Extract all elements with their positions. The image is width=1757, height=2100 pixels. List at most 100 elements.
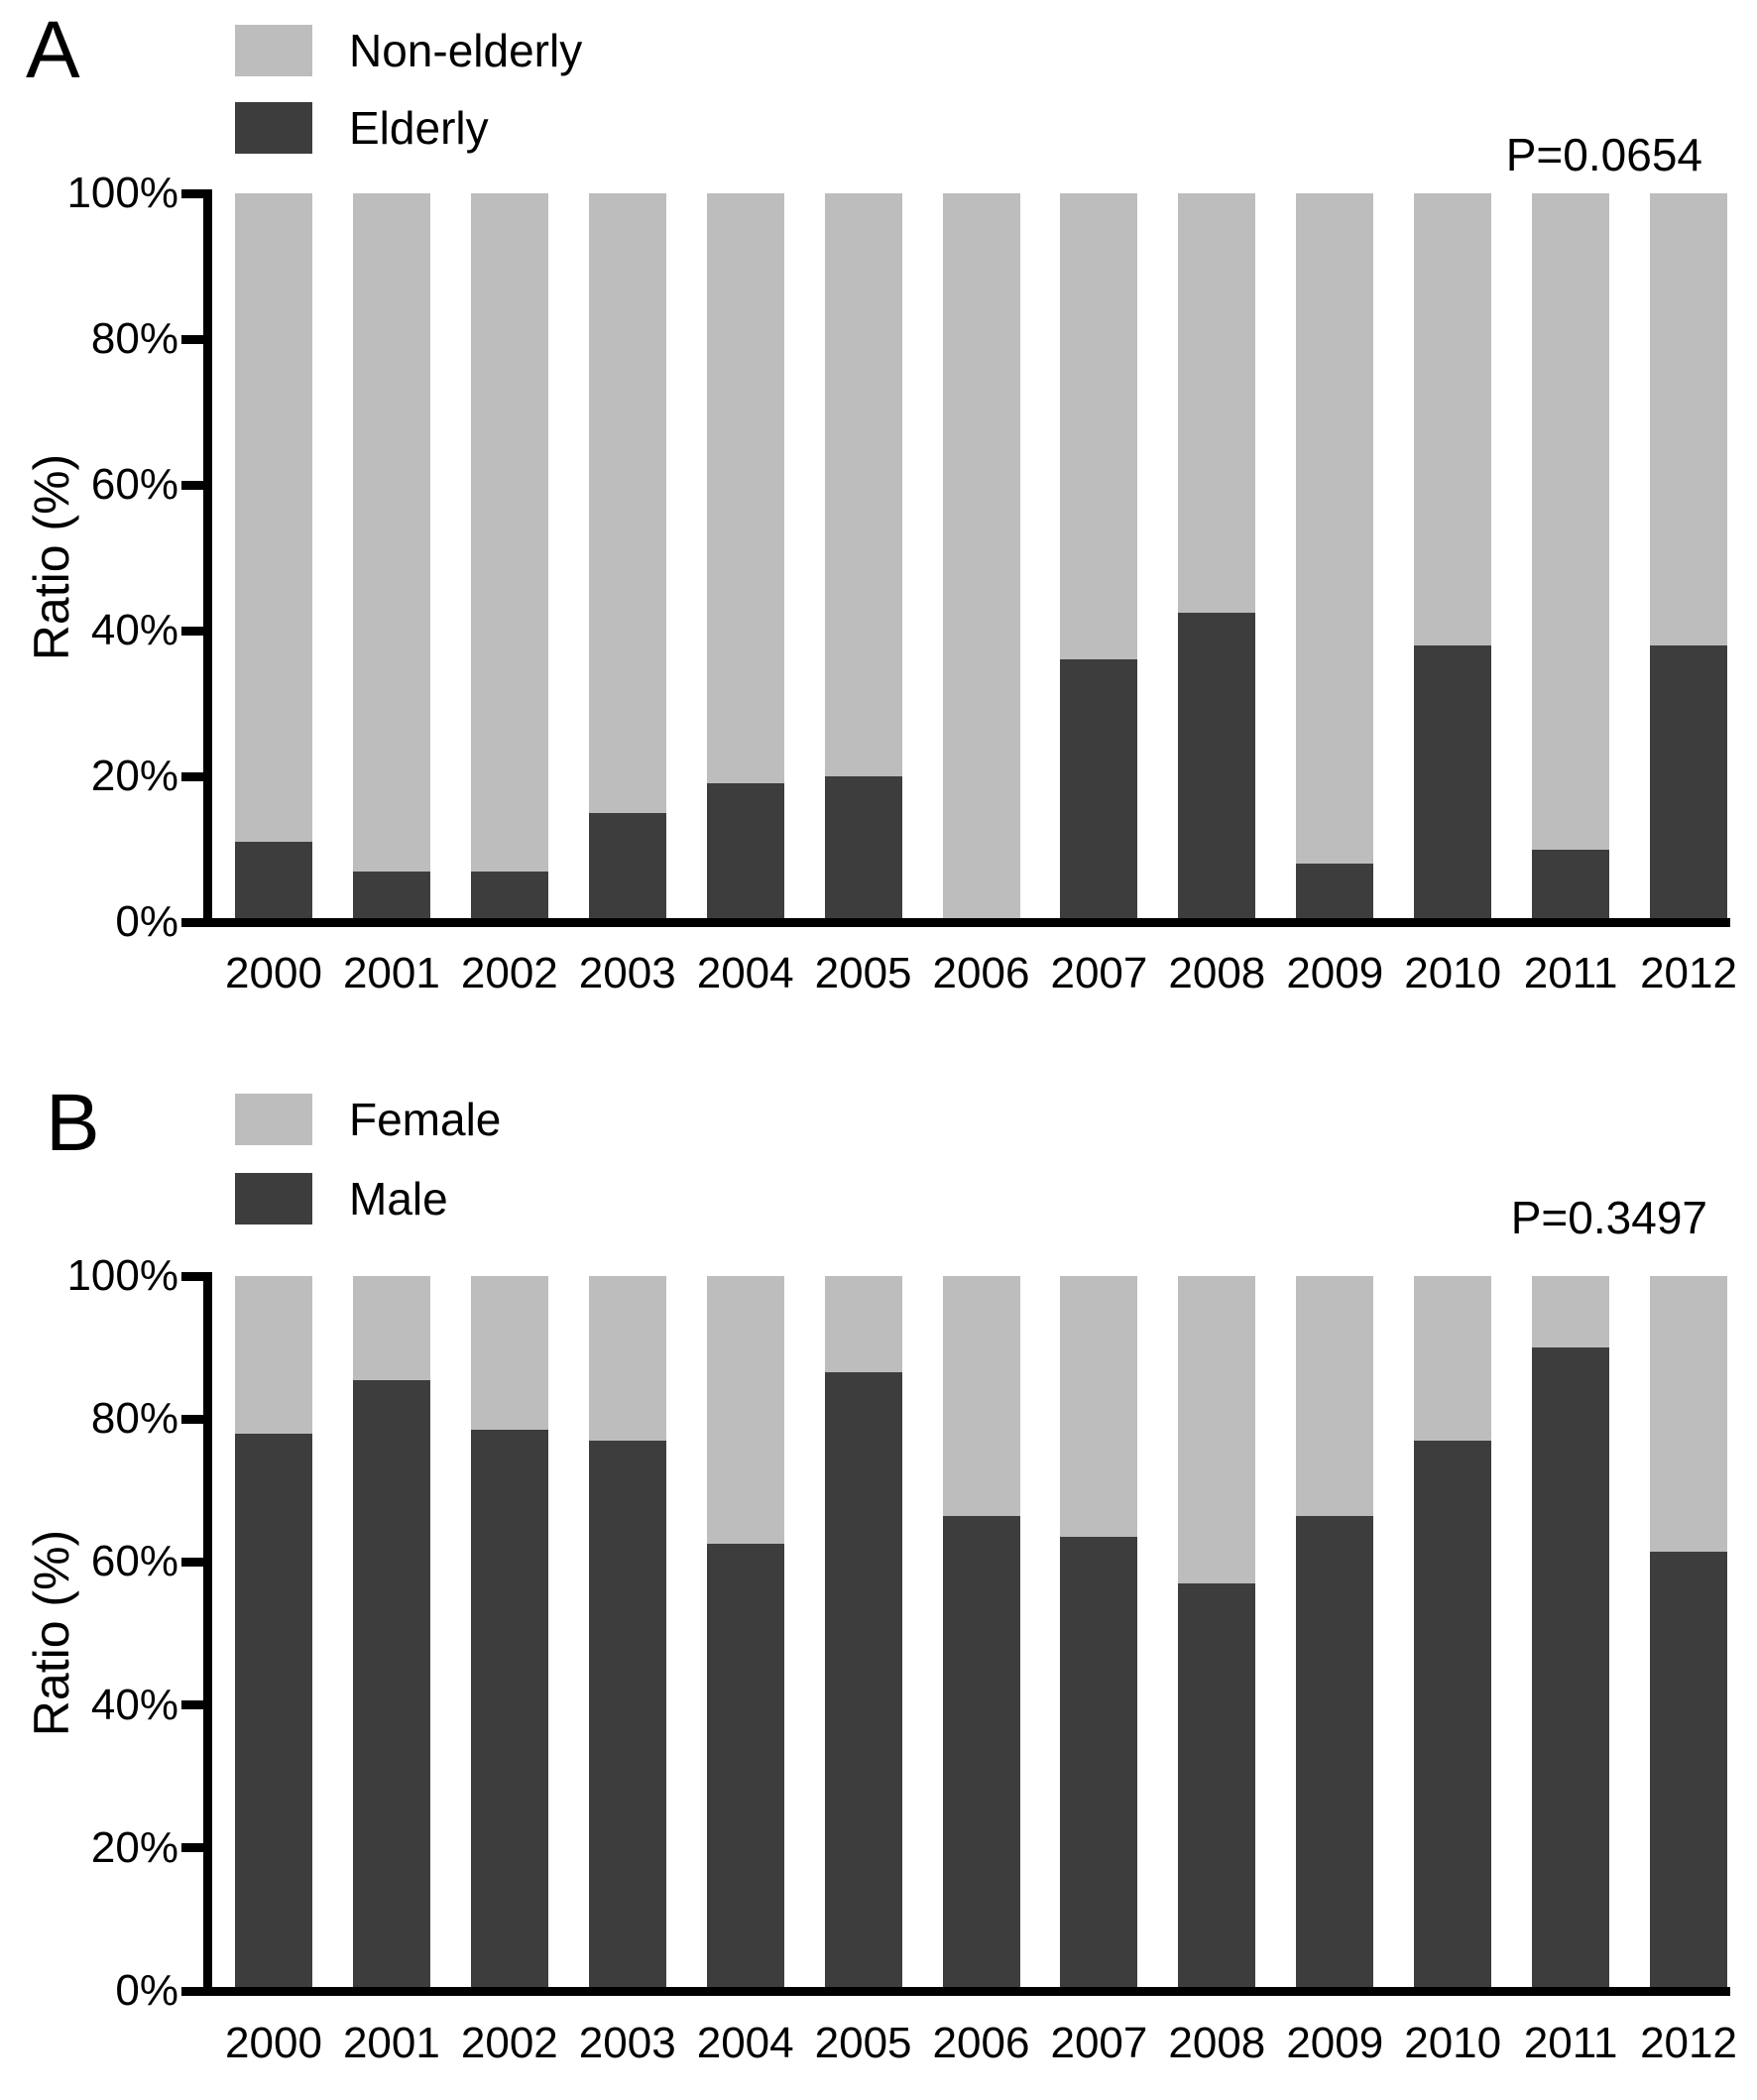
y-tick-label-0: 0% bbox=[115, 1966, 178, 2015]
panel-a-letter: A bbox=[26, 5, 80, 95]
panel-b-pvalue: P=0.3497 bbox=[1510, 1192, 1707, 1243]
panel-a-legend-item-nonelderly: Non-elderly bbox=[235, 25, 582, 76]
x-tick-label-2004: 2004 bbox=[696, 2019, 794, 2067]
y-tick-label-20: 20% bbox=[90, 1822, 178, 1872]
bar-2006 bbox=[942, 1276, 1020, 1991]
nonelderly-legend-label: Non-elderly bbox=[349, 25, 583, 76]
y-tick-mark-80 bbox=[181, 334, 203, 344]
x-tick-label-2005: 2005 bbox=[814, 949, 912, 997]
x-tick-label-2007: 2007 bbox=[1050, 949, 1148, 997]
bar-2002-elderly-segment bbox=[470, 871, 548, 922]
bar-2005-elderly-segment bbox=[824, 776, 902, 922]
y-tick-mark-100 bbox=[181, 1271, 203, 1281]
x-tick-label-2011: 2011 bbox=[1523, 949, 1618, 997]
bar-2006-male-segment bbox=[942, 1515, 1020, 1991]
y-tick-mark-60 bbox=[181, 1557, 203, 1567]
bar-2003-male-segment bbox=[588, 1440, 666, 1991]
female-legend-label: Female bbox=[349, 1094, 502, 1145]
bar-2009-elderly-segment bbox=[1296, 864, 1374, 922]
panel-b-legend-item-male: Male bbox=[235, 1173, 448, 1225]
x-tick-label-2008: 2008 bbox=[1168, 949, 1266, 997]
bar-2012-elderly-segment bbox=[1650, 644, 1728, 922]
male-legend-swatch bbox=[235, 1173, 312, 1225]
bar-2004-elderly-segment bbox=[706, 783, 784, 922]
x-tick-label-2010: 2010 bbox=[1404, 949, 1502, 997]
y-tick-label-0: 0% bbox=[115, 897, 178, 946]
x-tick-label-2000: 2000 bbox=[225, 949, 322, 997]
bar-2004 bbox=[706, 1276, 784, 1991]
bar-2001-male-segment bbox=[352, 1379, 430, 1991]
x-axis-line bbox=[203, 1987, 1730, 1996]
x-tick-label-2012: 2012 bbox=[1640, 2019, 1737, 2067]
y-axis-line bbox=[203, 189, 212, 926]
bar-2003 bbox=[588, 1276, 666, 1991]
bar-2002 bbox=[470, 1276, 548, 1991]
bar-2007 bbox=[1060, 193, 1138, 922]
y-tick-mark-60 bbox=[181, 480, 203, 490]
x-tick-label-2008: 2008 bbox=[1168, 2019, 1266, 2067]
panel-a-legend-item-elderly: Elderly bbox=[235, 102, 489, 154]
bar-2001 bbox=[352, 193, 430, 922]
y-tick-label-80: 80% bbox=[90, 1394, 178, 1444]
y-tick-label-60: 60% bbox=[90, 460, 178, 509]
y-tick-label-40: 40% bbox=[90, 606, 178, 654]
x-tick-label-2006: 2006 bbox=[932, 949, 1030, 997]
bar-2010-elderly-segment bbox=[1414, 644, 1492, 922]
bar-2009 bbox=[1296, 193, 1374, 922]
bar-2010 bbox=[1414, 1276, 1492, 1991]
bar-2005 bbox=[824, 193, 902, 922]
y-tick-mark-40 bbox=[181, 626, 203, 636]
x-tick-label-2003: 2003 bbox=[578, 949, 676, 997]
bar-2000 bbox=[235, 1276, 312, 1991]
bar-2010-male-segment bbox=[1414, 1440, 1492, 1991]
bar-2009-non-elderly-segment bbox=[1296, 193, 1374, 922]
bar-2012-male-segment bbox=[1650, 1551, 1728, 1991]
bar-2006-non-elderly-segment bbox=[942, 193, 1020, 922]
bar-2012 bbox=[1650, 1276, 1728, 1991]
x-tick-label-2004: 2004 bbox=[696, 949, 794, 997]
x-tick-label-2009: 2009 bbox=[1286, 949, 1384, 997]
bar-2000-male-segment bbox=[235, 1433, 312, 1991]
y-tick-label-40: 40% bbox=[90, 1680, 178, 1729]
female-legend-swatch bbox=[235, 1094, 312, 1145]
x-axis-line bbox=[203, 918, 1730, 927]
bar-2007 bbox=[1060, 1276, 1138, 1991]
elderly-legend-label: Elderly bbox=[349, 102, 489, 154]
bar-2001 bbox=[352, 1276, 430, 1991]
y-tick-mark-40 bbox=[181, 1700, 203, 1710]
bar-2003-elderly-segment bbox=[588, 812, 666, 922]
bar-2005 bbox=[824, 1276, 902, 1991]
y-tick-label-100: 100% bbox=[66, 169, 178, 217]
bar-2011-elderly-segment bbox=[1532, 849, 1610, 922]
bar-2008-male-segment bbox=[1178, 1583, 1256, 1991]
bar-2000-elderly-segment bbox=[235, 842, 312, 922]
bar-2011 bbox=[1532, 193, 1610, 922]
y-tick-label-80: 80% bbox=[90, 314, 178, 363]
panel-a-pvalue: P=0.0654 bbox=[1505, 129, 1702, 180]
x-tick-label-2006: 2006 bbox=[932, 2019, 1030, 2067]
bar-2002 bbox=[470, 193, 548, 922]
male-legend-label: Male bbox=[349, 1173, 448, 1225]
y-tick-mark-80 bbox=[181, 1414, 203, 1424]
y-tick-mark-0 bbox=[181, 917, 203, 927]
elderly-legend-swatch bbox=[235, 102, 312, 154]
y-tick-label-20: 20% bbox=[90, 752, 178, 800]
bar-2002-non-elderly-segment bbox=[470, 193, 548, 922]
bar-2008 bbox=[1178, 1276, 1256, 1991]
y-tick-label-100: 100% bbox=[66, 1251, 178, 1300]
bar-2006 bbox=[942, 193, 1020, 922]
bar-2002-male-segment bbox=[470, 1430, 548, 1991]
x-tick-label-2012: 2012 bbox=[1640, 949, 1737, 997]
bar-2005-male-segment bbox=[824, 1372, 902, 1991]
bar-2003-non-elderly-segment bbox=[588, 193, 666, 922]
bar-2012 bbox=[1650, 193, 1728, 922]
y-tick-mark-0 bbox=[181, 1986, 203, 1996]
bar-2004 bbox=[706, 193, 784, 922]
x-tick-label-2002: 2002 bbox=[460, 949, 558, 997]
bar-2004-male-segment bbox=[706, 1544, 784, 1991]
y-tick-label-60: 60% bbox=[90, 1537, 178, 1586]
bar-2009 bbox=[1296, 1276, 1374, 1991]
y-tick-mark-100 bbox=[181, 188, 203, 198]
y-axis-line bbox=[203, 1272, 212, 1995]
